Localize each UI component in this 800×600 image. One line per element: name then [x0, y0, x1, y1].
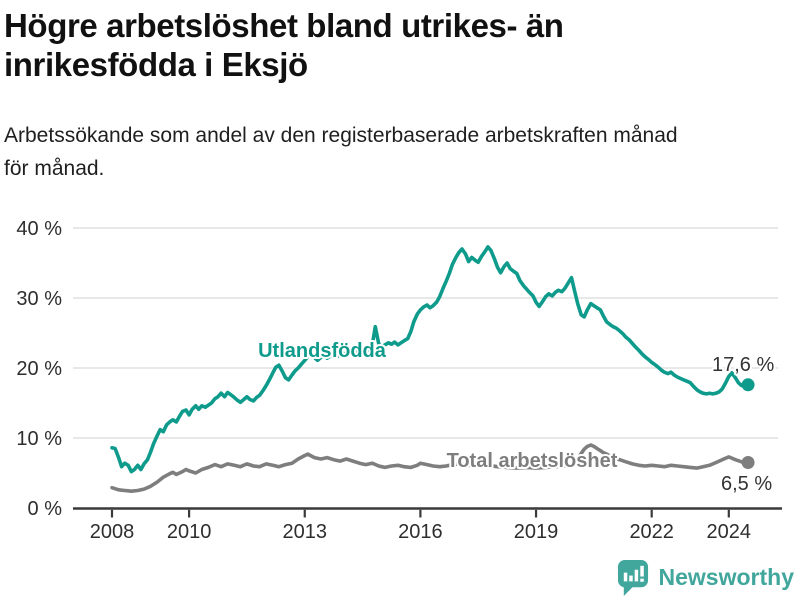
- page-title-line-1: Högre arbetslöshet bland utrikes- än: [4, 7, 564, 44]
- chart-subtitle: Arbetssökande som andel av den registerb…: [4, 119, 678, 185]
- x-tick-label: 2008: [90, 521, 135, 543]
- chart-subtitle-line-1: Arbetssökande som andel av den registerb…: [4, 124, 678, 147]
- series-end-value-label: 17,6 %: [712, 354, 774, 376]
- y-tick-label: 0 %: [28, 498, 63, 520]
- page-title: Högre arbetslöshet bland utrikes- än inri…: [4, 6, 564, 84]
- brand-name: Newsworthy: [658, 564, 794, 590]
- y-tick-label: 40 %: [16, 218, 62, 240]
- x-tick-label: 2022: [629, 521, 674, 543]
- x-tick-label: 2019: [514, 521, 559, 543]
- newsworthy-chart-bubble-icon: [617, 560, 648, 596]
- y-tick-label: 20 %: [16, 358, 62, 380]
- series-end-dot: [741, 456, 755, 469]
- chart-subtitle-line-2: för månad.: [4, 157, 105, 180]
- x-tick-label: 2024: [707, 521, 752, 543]
- series-line-total: [110, 443, 750, 494]
- x-tick-label: 2013: [283, 521, 328, 543]
- series-name-label: Utlandsfödda: [258, 340, 387, 362]
- series-end-value-label: 6,5 %: [721, 473, 772, 495]
- series-name-label: Total arbetslöshet: [447, 450, 618, 472]
- brand-footer: Newsworthy: [617, 559, 794, 596]
- x-tick-label: 2010: [167, 521, 212, 543]
- page-title-line-2: inrikesfödda i Eksjö: [4, 46, 308, 83]
- series-end-dot: [741, 378, 755, 392]
- y-tick-label: 30 %: [16, 288, 62, 310]
- x-tick-label: 2016: [398, 521, 443, 543]
- y-tick-label: 10 %: [16, 428, 62, 450]
- series-line-utlandsfodda: [110, 245, 750, 474]
